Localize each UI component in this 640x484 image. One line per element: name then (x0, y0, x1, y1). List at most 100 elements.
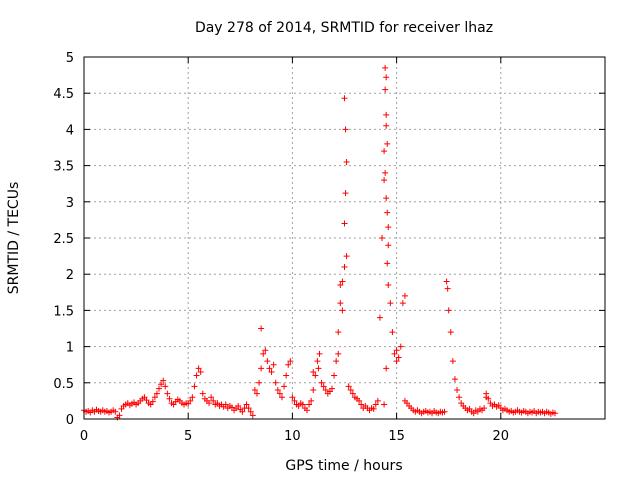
data-point (303, 407, 310, 414)
y-tick-label: 2 (66, 268, 74, 283)
data-point (341, 220, 348, 227)
data-point (193, 372, 200, 379)
data-point (385, 242, 392, 249)
data-point (393, 347, 400, 354)
data-point (320, 383, 327, 390)
data-point (239, 408, 246, 415)
data-point (356, 397, 363, 404)
data-point (258, 365, 265, 372)
data-point (322, 387, 329, 394)
data-point (342, 190, 349, 197)
data-point (372, 401, 379, 408)
data-point (278, 394, 285, 401)
data-point (454, 387, 461, 394)
data-point (381, 177, 388, 184)
data-point (441, 408, 448, 415)
data-point (444, 285, 451, 292)
data-point (397, 343, 404, 350)
y-tick-label: 1 (66, 341, 74, 356)
data-point (197, 368, 204, 375)
x-tick-label: 0 (80, 429, 88, 444)
data-point (210, 397, 217, 404)
data-point (162, 383, 169, 390)
data-point (151, 394, 158, 401)
data-point (268, 368, 275, 375)
data-point (299, 401, 306, 408)
data-point (328, 385, 335, 392)
data-point (343, 253, 350, 260)
data-point (342, 126, 349, 133)
data-point (291, 397, 298, 404)
data-point (270, 361, 277, 368)
data-point (247, 408, 254, 415)
data-point (483, 394, 490, 401)
data-point (316, 350, 323, 357)
axis-ticks: 0 5 10 15 20 0 0.5 1 1.5 2 2.5 3 3.5 4 4.5 5 (53, 51, 605, 444)
data-point (445, 307, 452, 314)
data-point (358, 401, 365, 408)
data-point (343, 158, 350, 165)
x-tick-label: 5 (184, 429, 192, 444)
data-point (384, 140, 391, 147)
data-point (331, 372, 338, 379)
data-point (447, 329, 454, 336)
data-point (345, 383, 352, 390)
data-point (376, 314, 383, 321)
data-point (310, 387, 317, 394)
data-point (251, 387, 258, 394)
data-point (156, 385, 163, 392)
plot-frame (83, 56, 606, 420)
data-point (401, 292, 408, 299)
data-point (383, 365, 390, 372)
data-point (379, 235, 386, 241)
data-point (451, 376, 458, 383)
data-point (384, 209, 391, 216)
data-point (387, 300, 394, 307)
data-point (208, 394, 215, 401)
y-tick-label: 1.5 (53, 304, 74, 319)
data-point (383, 111, 390, 118)
data-point (391, 350, 398, 357)
data-point (195, 365, 202, 372)
data-point (347, 387, 354, 394)
data-point (153, 390, 160, 397)
data-point (245, 405, 252, 412)
data-point (222, 401, 229, 408)
y-tick-label: 3.5 (53, 160, 74, 175)
data-point (335, 329, 342, 336)
data-point (308, 397, 315, 404)
data-point (382, 169, 389, 176)
data-point (149, 398, 156, 405)
data-point (287, 358, 294, 365)
data-point (206, 400, 213, 407)
data-point (266, 365, 273, 372)
data-point (341, 263, 348, 270)
data-point (262, 347, 269, 354)
y-tick-label: 4 (66, 123, 74, 138)
data-point (315, 365, 322, 372)
data-point (274, 387, 281, 394)
data-point (382, 86, 389, 93)
data-point (381, 148, 388, 155)
y-tick-label: 0.5 (53, 377, 74, 392)
chart-title: Day 278 of 2014, SRMTID for receiver lha… (195, 20, 493, 36)
data-point (339, 307, 346, 314)
data-point (385, 282, 392, 289)
data-point (281, 383, 288, 390)
data-point (443, 278, 450, 285)
data-point (383, 195, 390, 202)
x-axis-label: GPS time / hours (285, 458, 402, 474)
data-point (158, 381, 165, 388)
data-point (337, 282, 344, 289)
data-point (272, 379, 279, 386)
data-point (551, 410, 558, 417)
data-point (160, 377, 167, 384)
data-point (381, 401, 388, 408)
data-point (258, 325, 265, 332)
data-point (385, 224, 392, 231)
data-point (166, 395, 173, 402)
data-point (395, 354, 402, 361)
data-point (389, 329, 396, 336)
data-point (164, 390, 171, 397)
